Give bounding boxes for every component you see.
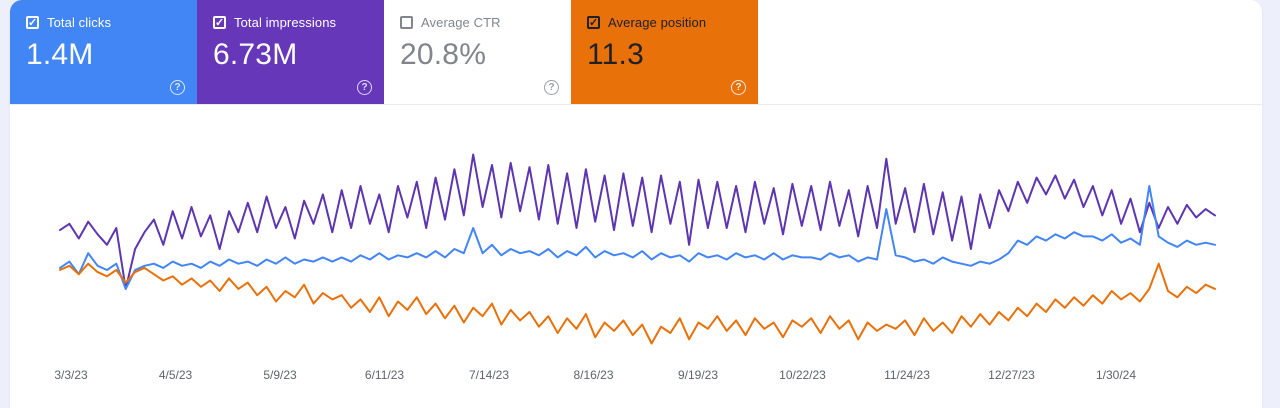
metric-card-header: Average CTR: [400, 15, 555, 30]
help-icon[interactable]: ?: [544, 80, 559, 95]
performance-chart[interactable]: 3/3/23 4/5/23 5/9/23 6/11/23 7/14/23 8/16/23 9…: [10, 105, 1262, 408]
x-axis-tick: 9/19/23: [677, 368, 719, 382]
metric-value: 11.3: [587, 38, 644, 71]
x-axis-tick: 3/3/23: [54, 368, 88, 382]
metric-label: Average position: [608, 15, 707, 30]
average-position-line: [59, 262, 1216, 345]
x-axis-tick: 12/27/23: [988, 368, 1035, 382]
x-axis-tick: 5/9/23: [263, 368, 297, 382]
metric-card-total-clicks[interactable]: ✓ Total clicks 1.4M ?: [10, 0, 197, 104]
chart-canvas[interactable]: [10, 105, 1262, 363]
x-axis-tick: 10/22/23: [779, 368, 826, 382]
metric-label: Total clicks: [47, 15, 112, 30]
x-axis-tick: 11/24/23: [884, 368, 930, 382]
x-axis: 3/3/23 4/5/23 5/9/23 6/11/23 7/14/23 8/16/23 9…: [10, 368, 1262, 388]
metric-value: 1.4M: [26, 38, 94, 71]
metric-value: 20.8%: [400, 38, 487, 71]
metric-card-header: ✓ Total clicks: [26, 15, 181, 30]
total-clicks-line: [59, 185, 1216, 290]
performance-panel: ✓ Total clicks 1.4M ? ✓ Total impression…: [10, 0, 1262, 408]
metric-card-header: ✓ Total impressions: [213, 15, 368, 30]
help-icon[interactable]: ?: [170, 80, 185, 95]
metric-card-average-ctr[interactable]: Average CTR 20.8% ?: [384, 0, 571, 104]
metric-card-average-position[interactable]: ✓ Average position 11.3 ?: [571, 0, 758, 104]
average-position-checkbox[interactable]: ✓: [587, 16, 600, 29]
x-axis-tick: 7/14/23: [468, 368, 510, 382]
metric-value: 6.73M: [213, 38, 298, 71]
help-icon[interactable]: ?: [731, 80, 746, 95]
total-clicks-checkbox[interactable]: ✓: [26, 16, 39, 29]
total-impressions-line: [59, 153, 1216, 290]
x-axis-tick: 1/30/24: [1095, 368, 1137, 382]
metric-card-header: ✓ Average position: [587, 15, 742, 30]
x-axis-tick: 6/11/23: [364, 368, 405, 382]
metric-label: Total impressions: [234, 15, 337, 30]
average-ctr-checkbox[interactable]: [400, 16, 413, 29]
x-axis-tick: 4/5/23: [158, 368, 193, 382]
metric-cards-row: ✓ Total clicks 1.4M ? ✓ Total impression…: [10, 0, 1262, 105]
total-impressions-checkbox[interactable]: ✓: [213, 16, 226, 29]
x-axis-tick: 8/16/23: [573, 368, 614, 382]
metric-label: Average CTR: [421, 15, 501, 30]
metric-card-total-impressions[interactable]: ✓ Total impressions 6.73M ?: [197, 0, 384, 104]
help-icon[interactable]: ?: [357, 80, 372, 95]
